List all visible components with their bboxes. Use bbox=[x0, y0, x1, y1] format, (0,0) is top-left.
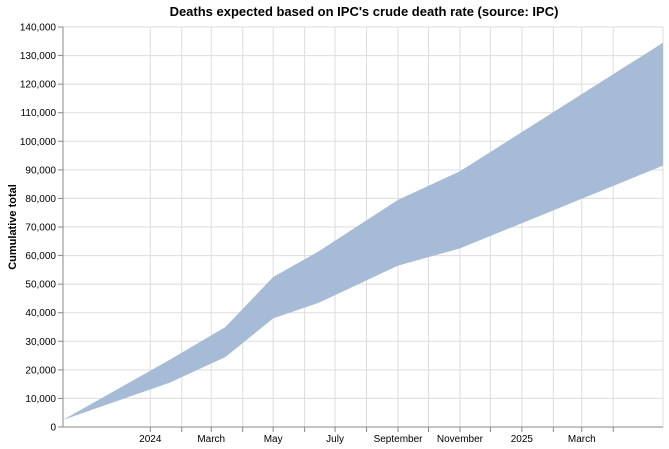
band-layer bbox=[63, 42, 663, 420]
gridlines bbox=[63, 26, 664, 428]
y-tick-label: 70,000 bbox=[25, 223, 56, 234]
y-tick-label: 50,000 bbox=[25, 280, 56, 291]
y-tick-label: 90,000 bbox=[25, 165, 56, 176]
x-tick-label: March bbox=[197, 434, 225, 445]
x-tick-label: July bbox=[326, 434, 344, 445]
y-tick-label: 80,000 bbox=[25, 194, 56, 205]
y-tick-label: 100,000 bbox=[20, 137, 57, 148]
y-tick-label: 60,000 bbox=[25, 251, 56, 262]
death-range-band bbox=[63, 42, 663, 420]
x-tick-label: November bbox=[437, 434, 484, 445]
y-tick-label: 30,000 bbox=[25, 337, 56, 348]
x-tick-label: 2025 bbox=[511, 434, 534, 445]
y-tick-label: 20,000 bbox=[25, 365, 56, 376]
x-tick-label: May bbox=[264, 434, 283, 445]
x-tick-label: 2024 bbox=[139, 434, 162, 445]
y-tick-label: 0 bbox=[50, 423, 56, 434]
x-tick-label: March bbox=[568, 434, 596, 445]
y-tick-label: 120,000 bbox=[20, 80, 57, 91]
chart-title: Deaths expected based on IPC's crude dea… bbox=[170, 4, 559, 19]
y-tick-label: 140,000 bbox=[20, 23, 57, 34]
y-axis-title: Cumulative total bbox=[7, 184, 19, 270]
y-tick-label: 40,000 bbox=[25, 308, 56, 319]
y-tick-label: 130,000 bbox=[20, 51, 57, 62]
y-tick-label: 10,000 bbox=[25, 394, 56, 405]
y-tick-label: 110,000 bbox=[21, 108, 57, 119]
x-tick-label: September bbox=[374, 434, 424, 445]
axes: 0 10,000 20,000 30,000 40,000 50,000 60,000 70,… bbox=[20, 23, 663, 445]
